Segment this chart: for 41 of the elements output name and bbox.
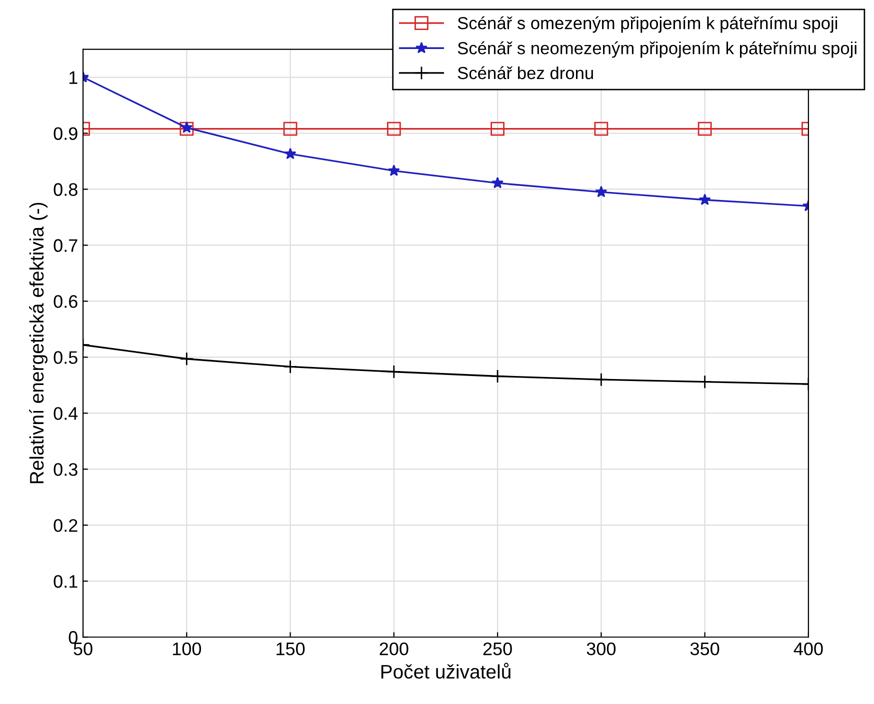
x-tick-label: 200 (380, 642, 408, 656)
x-tick-label: 150 (276, 642, 305, 656)
point (698, 122, 712, 136)
x-tick-label: 250 (483, 642, 512, 656)
y-tick-label: 0.4 (54, 407, 78, 420)
point (180, 352, 194, 366)
y-tick-label: 0.3 (54, 463, 78, 476)
y-tick-label: 0.1 (54, 575, 78, 588)
point (180, 121, 193, 133)
point (283, 360, 298, 374)
x-tick-label: 100 (172, 642, 202, 656)
point (698, 194, 711, 206)
y-tick-label: 0.6 (54, 295, 78, 308)
point (594, 372, 608, 387)
y-tick-label: 0.7 (54, 239, 78, 252)
x-tick-label: 350 (690, 642, 720, 656)
y-tick-label: 0.5 (54, 351, 78, 364)
point (595, 186, 608, 198)
x-tick-label: 50 (74, 642, 92, 656)
point (386, 122, 401, 136)
y-tick-label: 0.8 (54, 183, 78, 196)
y-tick-label: 0 (68, 631, 78, 644)
x-tick-label: 300 (586, 642, 616, 656)
y-tick-label: 0.9 (54, 127, 78, 140)
point (490, 369, 504, 384)
point (594, 122, 608, 136)
point (386, 364, 401, 379)
legend-label: Scénář bez dronu (458, 66, 593, 80)
point (283, 122, 298, 136)
y-axis-title: Relativní energetická efektivia (-) (29, 202, 48, 484)
y-tick-label: 1 (70, 71, 78, 84)
legend-label: Scénář s omezeným připojením k páteřnímu spoji (458, 16, 838, 33)
point (284, 148, 296, 160)
point (388, 164, 400, 176)
point (492, 176, 504, 188)
x-tick-label: 400 (794, 642, 823, 656)
point (490, 122, 504, 136)
legend-label: Scénář s neomezeným připojením k páteřnímu spoji (458, 41, 856, 58)
point (180, 122, 194, 136)
y-tick-label: 0.2 (54, 519, 78, 532)
x-axis-title: Počet uživatelů (381, 662, 510, 679)
